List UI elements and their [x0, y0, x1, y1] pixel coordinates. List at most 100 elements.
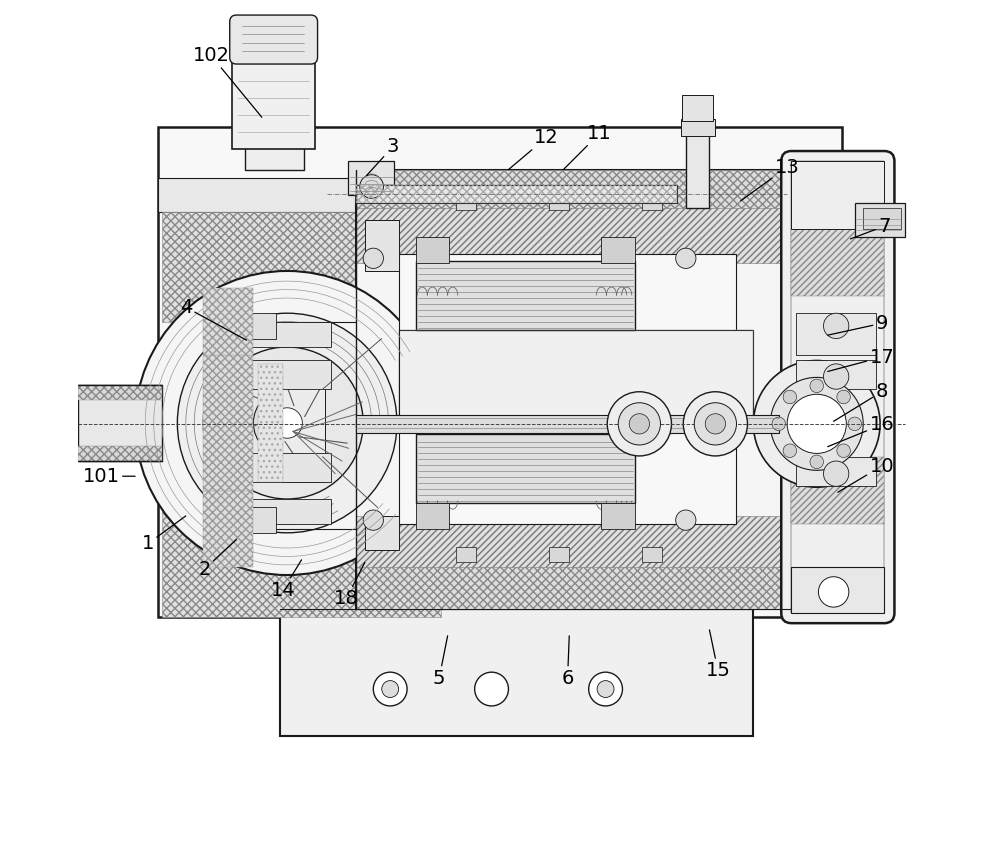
Bar [601, 237, 635, 262]
Bar [356, 169, 787, 609]
Text: 13: 13 [741, 157, 800, 201]
Bar [791, 162, 884, 228]
Bar [416, 237, 449, 262]
Text: 101: 101 [83, 467, 135, 486]
Bar [356, 207, 787, 262]
Text: 7: 7 [851, 217, 890, 239]
Bar [356, 184, 677, 203]
Bar [686, 132, 709, 207]
Bar [162, 212, 365, 321]
Bar [549, 547, 569, 563]
Text: 17: 17 [828, 348, 894, 371]
Circle shape [475, 673, 508, 706]
Circle shape [597, 680, 614, 697]
Circle shape [694, 403, 736, 445]
Bar [78, 385, 162, 400]
Bar [365, 212, 441, 321]
Circle shape [705, 414, 726, 434]
Bar [280, 609, 753, 735]
Bar [399, 330, 753, 431]
Bar [416, 503, 449, 529]
Bar [209, 313, 276, 338]
Bar [203, 355, 253, 491]
Bar [791, 567, 884, 613]
Bar [642, 547, 662, 563]
Bar [791, 457, 884, 525]
Circle shape [810, 379, 823, 393]
Circle shape [618, 403, 660, 445]
Text: 18: 18 [334, 563, 365, 608]
Circle shape [373, 673, 407, 706]
Text: 2: 2 [198, 540, 236, 579]
Bar [356, 169, 787, 212]
Bar [203, 288, 253, 355]
Circle shape [607, 392, 671, 456]
Bar [356, 184, 677, 203]
Bar [247, 453, 331, 482]
Circle shape [253, 389, 321, 457]
Bar [796, 457, 876, 486]
Circle shape [823, 461, 849, 486]
Bar [855, 203, 905, 237]
Bar [549, 195, 569, 210]
Circle shape [772, 417, 785, 431]
Bar [356, 516, 787, 567]
Bar [247, 499, 331, 525]
Bar [796, 313, 876, 355]
Bar [416, 434, 635, 503]
Circle shape [363, 510, 383, 530]
Bar [365, 508, 441, 618]
Bar [796, 360, 876, 389]
Circle shape [848, 417, 861, 431]
Bar [258, 364, 325, 482]
Circle shape [177, 313, 397, 533]
Bar [456, 547, 476, 563]
Text: 16: 16 [828, 415, 894, 447]
Text: 1: 1 [142, 516, 186, 553]
Bar [399, 254, 736, 525]
Circle shape [683, 392, 747, 456]
Bar [791, 228, 884, 296]
Bar [365, 516, 399, 550]
FancyBboxPatch shape [781, 151, 894, 624]
Text: 11: 11 [563, 124, 612, 169]
Bar [399, 330, 753, 431]
Bar [416, 261, 635, 330]
Circle shape [135, 271, 439, 575]
Bar [247, 321, 331, 347]
Circle shape [837, 390, 850, 404]
Circle shape [818, 577, 849, 607]
Circle shape [837, 444, 850, 458]
Circle shape [676, 248, 696, 268]
Bar [78, 385, 162, 461]
Bar [456, 195, 476, 210]
Circle shape [676, 510, 696, 530]
Text: 3: 3 [367, 137, 399, 175]
Bar [247, 360, 331, 389]
Text: 12: 12 [508, 128, 559, 169]
Bar [158, 178, 842, 212]
Circle shape [823, 364, 849, 389]
Text: 4: 4 [180, 298, 247, 340]
Circle shape [382, 680, 399, 697]
Circle shape [211, 347, 363, 499]
Bar [245, 145, 304, 169]
Bar [348, 162, 394, 195]
Bar [681, 119, 715, 136]
Bar [642, 195, 662, 210]
Circle shape [589, 673, 622, 706]
Circle shape [783, 390, 797, 404]
Circle shape [363, 248, 383, 268]
Circle shape [810, 455, 823, 469]
Bar [791, 162, 884, 613]
Bar [356, 415, 779, 433]
Bar [356, 563, 787, 609]
Bar [365, 220, 399, 271]
Bar [863, 207, 901, 228]
Text: 14: 14 [271, 560, 302, 600]
Circle shape [753, 360, 880, 487]
Bar [232, 52, 315, 149]
Circle shape [629, 414, 649, 434]
Circle shape [360, 174, 383, 198]
Circle shape [823, 313, 849, 338]
